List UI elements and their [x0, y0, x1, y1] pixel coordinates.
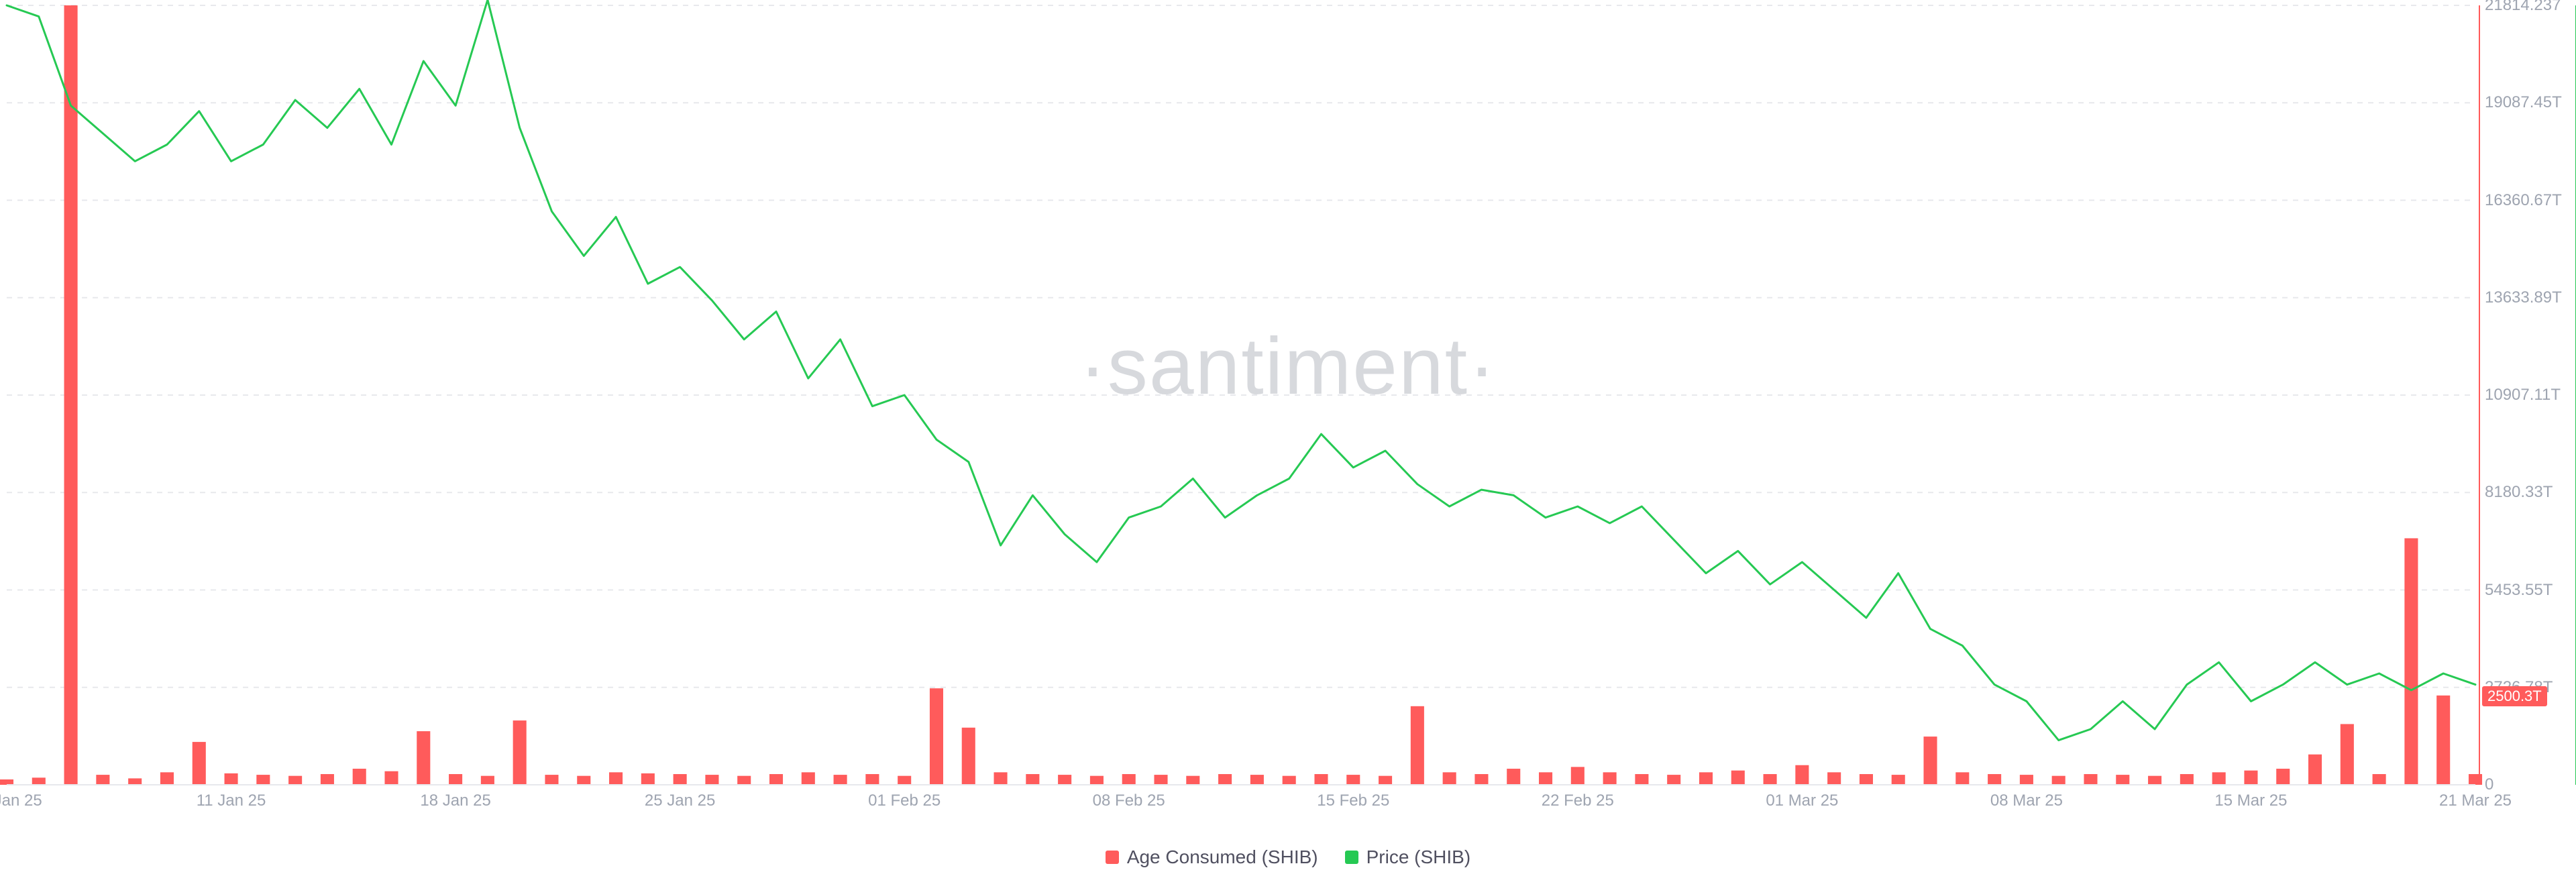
chart-area[interactable]: ·santiment· 02726.78T5453.55T8180.33T109…	[0, 0, 2576, 872]
legend-label-line: Price (SHIB)	[1366, 847, 1471, 868]
chart-legend: Age Consumed (SHIB) Price (SHIB)	[0, 847, 2576, 868]
legend-item-age-consumed: Age Consumed (SHIB)	[1106, 847, 1318, 868]
legend-swatch-line	[1345, 851, 1358, 864]
legend-label-bar: Age Consumed (SHIB)	[1127, 847, 1318, 868]
legend-swatch-bar	[1106, 851, 1119, 864]
legend-item-price: Price (SHIB)	[1345, 847, 1471, 868]
chart-svg	[0, 0, 2576, 872]
chart-root: ·santiment· 02726.78T5453.55T8180.33T109…	[0, 0, 2576, 872]
